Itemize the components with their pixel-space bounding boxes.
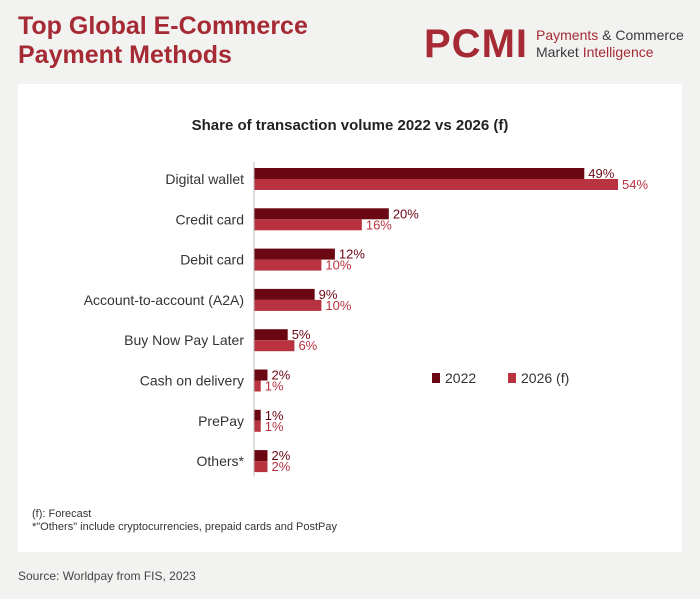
data-label: 49% bbox=[588, 166, 614, 181]
bar bbox=[254, 340, 295, 352]
logo-word-payments: Payments bbox=[536, 27, 599, 43]
legend-swatch bbox=[508, 373, 516, 383]
logo-line-2: Market Intelligence bbox=[536, 44, 654, 61]
bar bbox=[254, 179, 618, 190]
category-label: Others* bbox=[197, 453, 245, 469]
page-title-line1: Top Global E-Commerce bbox=[18, 12, 308, 40]
legend: 2022 2026 (f) bbox=[432, 370, 569, 386]
category-label: Digital wallet bbox=[165, 171, 244, 187]
footnote-forecast: (f): Forecast bbox=[32, 508, 92, 520]
data-label: 1% bbox=[265, 408, 284, 423]
data-label: 10% bbox=[325, 298, 351, 313]
legend-label: 2026 (f) bbox=[521, 370, 569, 386]
data-label: 2% bbox=[271, 448, 290, 463]
bar bbox=[254, 461, 268, 473]
category-label: Account-to-account (A2A) bbox=[84, 292, 244, 308]
data-label: 16% bbox=[366, 217, 392, 232]
bar bbox=[254, 420, 261, 432]
data-label: 1% bbox=[265, 419, 284, 434]
data-label: 9% bbox=[319, 287, 338, 302]
category-label: Buy Now Pay Later bbox=[124, 332, 244, 348]
category-label: Debit card bbox=[180, 252, 244, 268]
data-label: 5% bbox=[292, 327, 311, 342]
bar-chart: Share of transaction volume 2022 vs 2026… bbox=[84, 117, 649, 476]
data-label: 54% bbox=[622, 177, 648, 192]
legend-label: 2022 bbox=[445, 370, 476, 386]
data-label: 12% bbox=[339, 247, 365, 262]
bar bbox=[254, 380, 261, 392]
chart-title: Share of transaction volume 2022 vs 2026… bbox=[192, 117, 509, 134]
bars-group: Digital wallet 49% 54% Credit card 20%16% Deb… bbox=[84, 166, 649, 474]
bar bbox=[254, 168, 585, 179]
legend-swatch bbox=[432, 373, 440, 383]
category-label: Cash on delivery bbox=[140, 373, 244, 389]
page-title: Top Global E-Commerce Payment Methods bbox=[18, 12, 398, 70]
data-label: 2% bbox=[271, 459, 290, 474]
logo-word-market: Market bbox=[536, 44, 579, 60]
page-title-line2: Payment Methods bbox=[18, 41, 232, 69]
data-label: 1% bbox=[265, 379, 284, 394]
bar bbox=[254, 369, 268, 381]
category-label: PrePay bbox=[198, 413, 244, 429]
bar bbox=[254, 409, 261, 421]
logo-line-1: Payments & Commerce bbox=[536, 27, 684, 44]
logo-word-commerce: & Commerce bbox=[602, 27, 684, 43]
bar bbox=[254, 329, 288, 341]
bar bbox=[254, 450, 268, 462]
data-label: 10% bbox=[325, 258, 351, 273]
bar bbox=[254, 208, 389, 220]
data-label: 20% bbox=[393, 206, 419, 221]
source-note: Source: Worldpay from FIS, 2023 bbox=[18, 569, 196, 583]
bar bbox=[254, 299, 322, 311]
bar bbox=[254, 288, 315, 300]
data-label: 2% bbox=[271, 368, 290, 383]
bar bbox=[254, 219, 362, 231]
logo-word-intelligence: Intelligence bbox=[582, 44, 654, 60]
bar bbox=[254, 248, 335, 260]
logo-mark: PCMI bbox=[424, 22, 528, 66]
footnote-others: *"Others" include cryptocurrencies, prep… bbox=[32, 521, 337, 533]
category-label: Credit card bbox=[176, 211, 244, 227]
chart-card: Share of transaction volume 2022 vs 2026… bbox=[18, 84, 682, 552]
bar bbox=[254, 259, 322, 271]
data-label: 6% bbox=[298, 338, 317, 353]
